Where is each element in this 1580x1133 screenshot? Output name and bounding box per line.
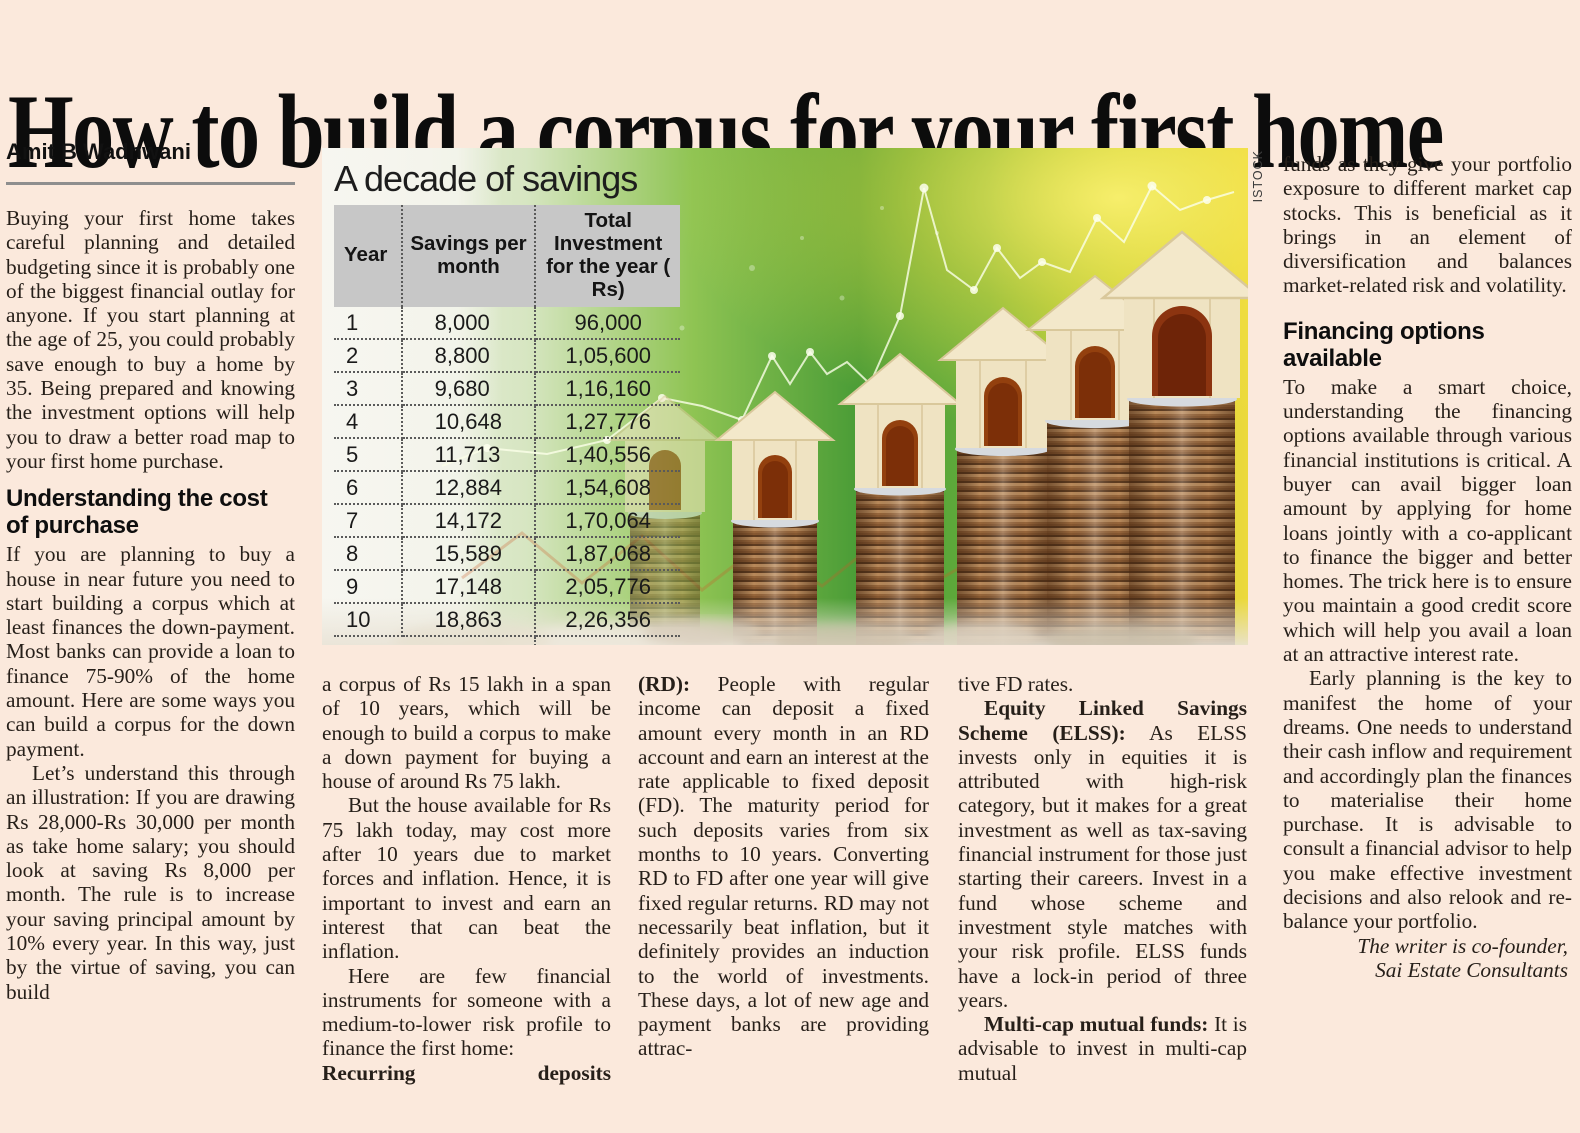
lead-rd: (RD): [638, 672, 691, 696]
table-row: 1 8,000 96,000 [334, 306, 680, 340]
table-cell: 7 [334, 503, 403, 538]
table-row: 4 10,648 1,27,776 [334, 404, 680, 439]
table-cell: 18,863 [401, 602, 537, 637]
section-heading-cost-of-purchase: Understanding the cost of purchase [6, 485, 268, 540]
paragraph: Early planning is the key to manifest th… [1283, 666, 1572, 934]
table-row: 6 12,884 1,54,608 [334, 470, 680, 505]
table-cell: 10 [334, 602, 403, 637]
table-title: A decade of savings [334, 158, 638, 199]
paragraph: To make a smart choice, understanding th… [1283, 374, 1572, 667]
table-cell: 1 [334, 306, 403, 340]
table-cell: 5 [334, 437, 403, 472]
table-cell: 4 [334, 404, 403, 439]
savings-table-panel: A decade of savings Year Savings per mon… [322, 148, 734, 645]
section-heading-financing-options: Financing options available [1283, 317, 1485, 372]
table-cell: 8,800 [401, 338, 537, 373]
table-cell: 2,26,356 [535, 602, 680, 637]
paragraph: a corpus of Rs 15 lakh in a span of 10 y… [322, 672, 611, 794]
table-cell: 9,680 [401, 371, 537, 406]
table-cell: 1,54,608 [535, 470, 680, 505]
total-value: Rs 15,29,964 [535, 635, 680, 645]
left-column: Buying your first home takes careful pla… [6, 206, 295, 1004]
table-cell: 2 [334, 338, 403, 373]
signoff-line: The writer is co-founder, [1357, 933, 1568, 958]
table-header-row: Year Savings per month Total Investment … [334, 205, 680, 307]
table-cell: 1,87,068 [535, 536, 680, 571]
table-cell: 96,000 [535, 306, 680, 340]
byline: Amit B Wadhwani [6, 139, 191, 164]
table-cell: 12,884 [401, 470, 537, 505]
right-column: funds as they give your portfolio exposu… [1283, 152, 1572, 982]
table-cell: 10,648 [401, 404, 537, 439]
paragraph: If you are planning to buy a house in ne… [6, 542, 295, 761]
column-header-total: Total Investment for the year ( Rs) [535, 205, 680, 307]
lead-multicap: Multi-cap mutual funds: [984, 1012, 1209, 1037]
table-row: 8 15,589 1,87,068 [334, 536, 680, 571]
body-column-2: (RD): People with regular income can dep… [638, 672, 929, 1061]
table-cell: 1,70,064 [535, 503, 680, 538]
table-cell: 2,05,776 [535, 569, 680, 604]
paragraph: (RD): People with regular income can dep… [638, 672, 929, 1061]
table-cell: 11,713 [401, 437, 537, 472]
paragraph: funds as they give your portfolio exposu… [1283, 152, 1572, 298]
lead-elss: Equity Linked Savings Scheme (ELSS): [958, 696, 1247, 745]
lead-recurring-deposits: Recurring deposits [322, 1060, 611, 1085]
table-row: 2 8,800 1,05,600 [334, 338, 680, 373]
table-cell: 1,16,160 [535, 371, 680, 406]
table-row: 7 14,172 1,70,064 [334, 503, 680, 538]
table-cell: 1,27,776 [535, 404, 680, 439]
table-row: 3 9,680 1,16,160 [334, 371, 680, 406]
table-cell: 3 [334, 371, 403, 406]
table-cell: 15,589 [401, 536, 537, 571]
byline-divider [6, 182, 295, 185]
table-cell: 1,40,556 [535, 437, 680, 472]
intro-paragraph: Buying your first home takes careful pla… [6, 206, 295, 473]
table-row: 9 17,148 2,05,776 [334, 569, 680, 604]
table-cell: 17,148 [401, 569, 537, 604]
savings-table: Year Savings per month Total Investment … [334, 205, 680, 645]
table-cell: 14,172 [401, 503, 537, 538]
paragraph: But the house available for Rs 75 lakh t… [322, 793, 611, 964]
table-total-row: Rs 15,29,964 [334, 635, 680, 645]
signoff-line: Sai Estate Consultants [1375, 957, 1568, 982]
table-cell: 1,05,600 [535, 338, 680, 373]
paragraph: Equity Linked Savings Scheme (ELSS): As … [958, 696, 1247, 1012]
table-cell: 6 [334, 470, 403, 505]
table-cell: 9 [334, 569, 403, 604]
column-header-savings: Savings per month [401, 205, 537, 307]
paragraph: Multi-cap mutual funds: It is advisable … [958, 1012, 1247, 1085]
body-column-1: a corpus of Rs 15 lakh in a span of 10 y… [322, 672, 611, 1085]
paragraph: Here are few financial instruments for s… [322, 963, 611, 1061]
paragraph: tive FD rates. [958, 672, 1074, 696]
table-row: 5 11,713 1,40,556 [334, 437, 680, 472]
savings-infographic: A decade of savings Year Savings per mon… [322, 148, 1248, 645]
table-cell: 8,000 [401, 306, 537, 340]
column-header-year: Year [334, 205, 403, 307]
table-cell: 8 [334, 536, 403, 571]
istock-credit: ISTOCK [1251, 150, 1265, 203]
body-column-3: tive FD rates. Equity Linked Savings Sch… [958, 672, 1247, 1085]
paragraph: Let’s understand this through an illustr… [6, 760, 295, 1004]
table-row: 10 18,863 2,26,356 [334, 602, 680, 637]
